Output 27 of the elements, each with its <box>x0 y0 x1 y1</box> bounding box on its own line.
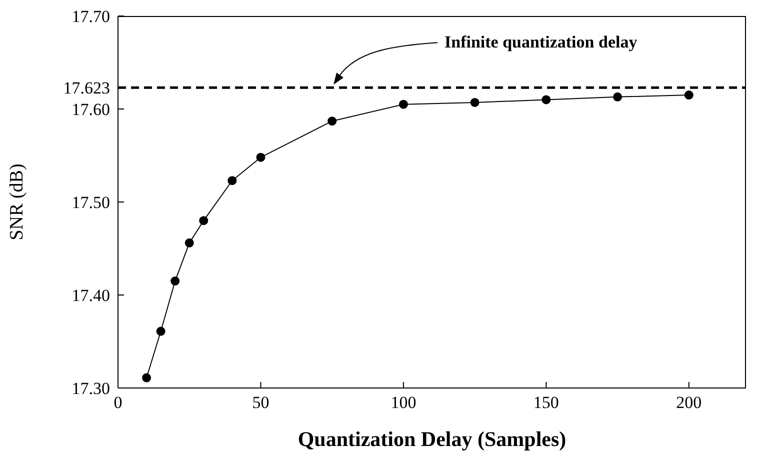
point <box>199 216 208 226</box>
x-axis-title: Quantization Delay (Samples) <box>298 427 566 451</box>
x-tick-label: 50 <box>252 393 270 412</box>
point <box>228 176 237 186</box>
y-tick-label: 17.40 <box>72 286 110 306</box>
y-tick-label: 17.623 <box>63 78 110 98</box>
point <box>328 116 337 126</box>
point <box>470 98 480 107</box>
annotation: Infinite quantization delay <box>444 32 638 52</box>
y-axis-title: SNR (dB) <box>6 164 28 240</box>
point <box>170 276 180 286</box>
x-tick-label: 0 <box>114 393 122 412</box>
y-tick-label: 17.50 <box>72 193 110 212</box>
point <box>613 92 622 102</box>
point <box>142 373 152 382</box>
y-tick-label: 17.30 <box>72 379 110 398</box>
point <box>542 95 551 104</box>
y-tick-label: 17.60 <box>72 100 110 120</box>
x-tick-label: 100 <box>390 393 416 412</box>
point <box>256 152 266 162</box>
point <box>156 326 166 336</box>
x-tick-label: 200 <box>676 393 702 412</box>
y-tick-label: 17.70 <box>72 7 110 26</box>
x-tick-label: 150 <box>533 393 559 412</box>
point <box>184 238 194 248</box>
point <box>398 100 408 109</box>
point <box>684 90 694 100</box>
